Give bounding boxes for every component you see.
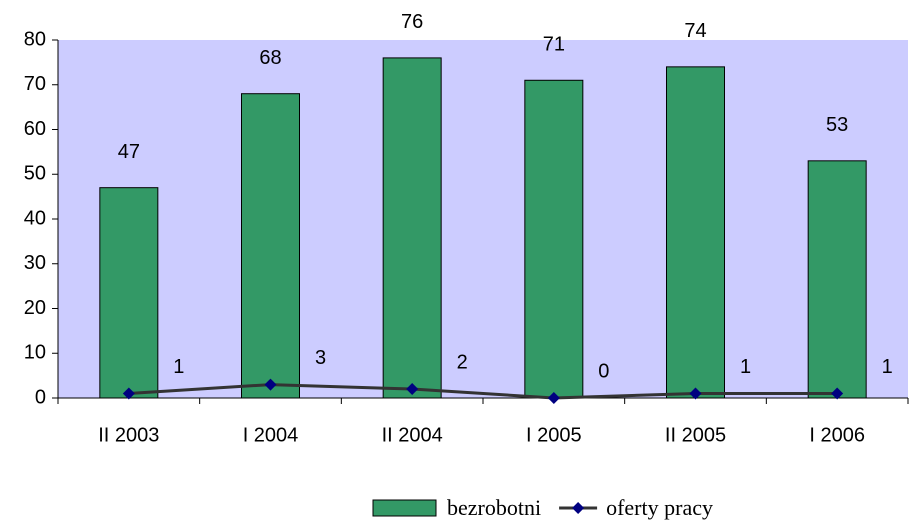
marker [689, 387, 702, 400]
plot-area [58, 40, 908, 398]
y-tick-label: 20 [24, 297, 46, 319]
x-tick-label: II 2003 [98, 424, 159, 446]
x-tick-label: II 2004 [382, 424, 443, 446]
line-label: 0 [598, 360, 609, 382]
legend-label: oferty pracy [606, 495, 713, 520]
x-tick-label: I 2006 [809, 424, 865, 446]
marker [122, 387, 135, 400]
y-tick-label: 50 [24, 163, 46, 185]
y-tick-label: 80 [24, 28, 46, 50]
bar [382, 57, 442, 399]
marker [831, 387, 844, 400]
y-tick-label: 40 [24, 207, 46, 229]
bar-label: 53 [826, 114, 848, 136]
line-label: 1 [173, 356, 184, 378]
bar [241, 93, 300, 399]
legend-swatch [372, 499, 437, 517]
bar-label: 71 [543, 34, 565, 56]
line-label: 1 [740, 356, 751, 378]
line-label: 2 [457, 351, 468, 373]
marker [406, 383, 419, 396]
bar [666, 66, 725, 399]
bar [99, 187, 159, 399]
marker [547, 392, 560, 404]
marker [264, 378, 277, 391]
bar [524, 79, 584, 399]
line-label: 3 [315, 347, 326, 369]
y-tick-label: 10 [24, 342, 46, 364]
bar [807, 160, 867, 399]
y-tick-label: 30 [24, 252, 46, 274]
bar-label: 47 [118, 141, 140, 163]
y-tick-label: 60 [24, 118, 46, 140]
x-tick-label: I 2004 [243, 424, 299, 446]
legend-marker [572, 502, 585, 514]
y-tick-label: 70 [24, 73, 46, 95]
legend-label: bezrobotni [447, 495, 541, 520]
x-tick-label: II 2005 [665, 424, 726, 446]
line-label: 1 [882, 356, 893, 378]
bar-label: 68 [259, 47, 281, 69]
y-tick-label: 0 [35, 386, 46, 408]
bar-label: 74 [684, 20, 706, 42]
x-tick-label: I 2005 [526, 424, 582, 446]
bar-label: 76 [401, 11, 423, 33]
line [128, 383, 838, 400]
